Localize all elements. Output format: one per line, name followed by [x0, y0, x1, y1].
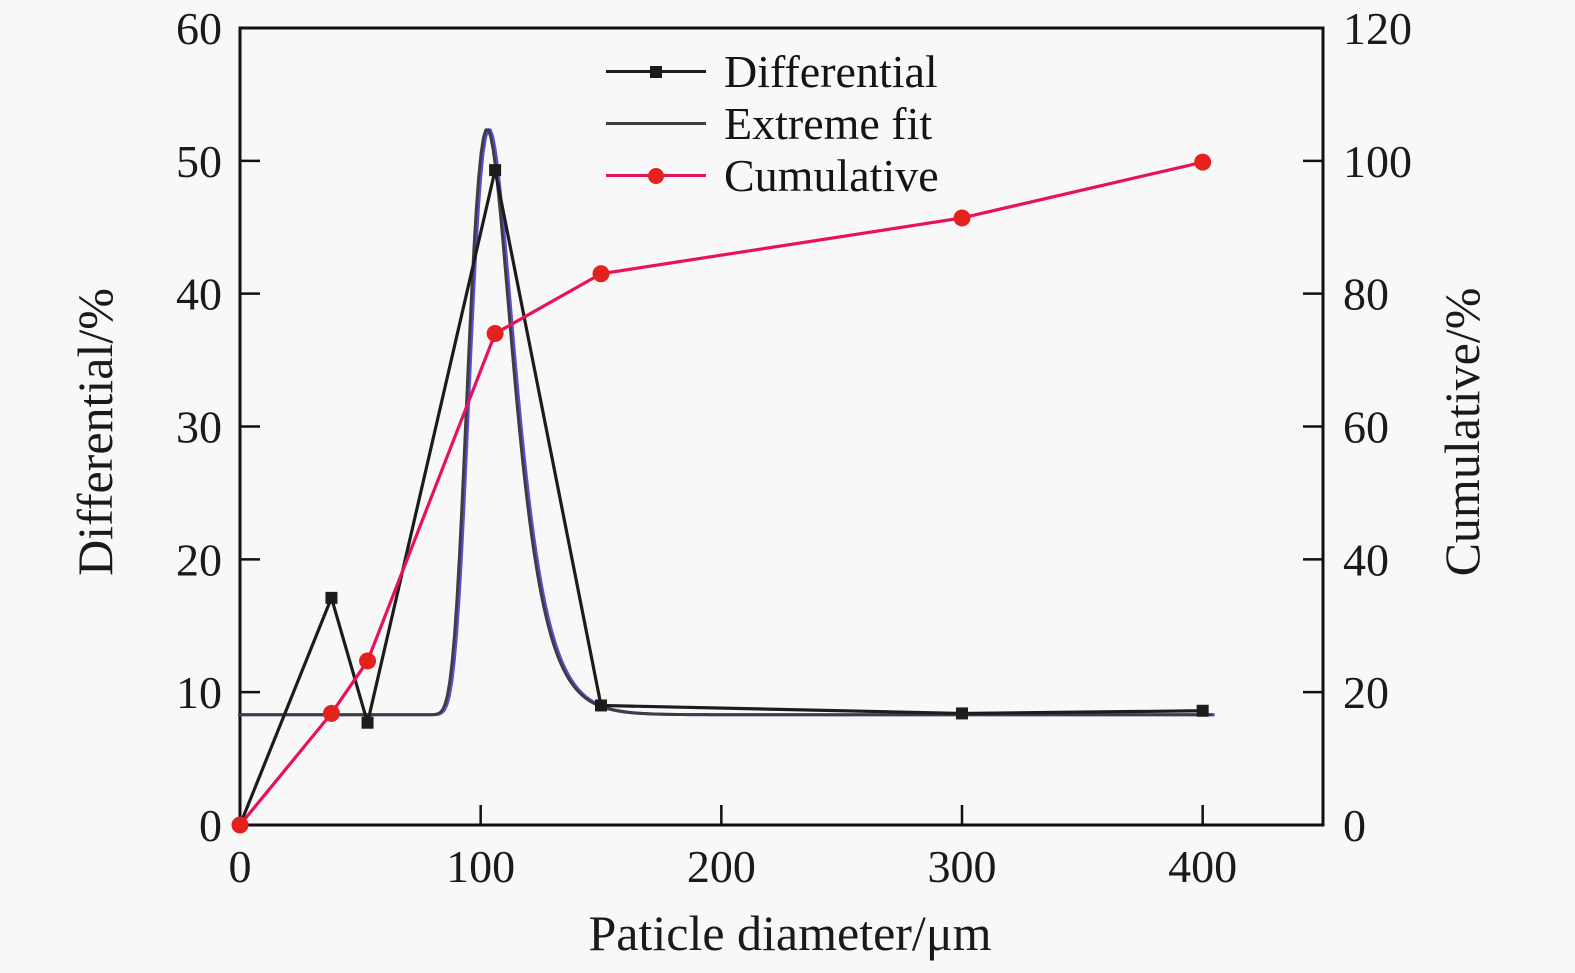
series-cumulative	[231, 153, 1212, 834]
cumulative-point-marker	[359, 652, 377, 670]
x-tick-label: 200	[687, 841, 756, 892]
cumulative-point-marker	[322, 704, 340, 722]
x-tick-label: 300	[928, 841, 997, 892]
x-axis-title: Paticle diameter/μm	[588, 905, 992, 961]
square-marker-icon	[650, 66, 662, 78]
differential-line-sample	[604, 46, 708, 98]
y-left-tick-label: 60	[176, 3, 222, 54]
y-right-tick-label: 40	[1343, 534, 1389, 585]
y-right-tick-label: 120	[1343, 3, 1412, 54]
extreme-fit-accent-curve	[240, 128, 1215, 717]
legend-item-differential: Differential	[604, 46, 939, 98]
cumulative-point-marker	[231, 816, 249, 834]
y-left-tick-label: 20	[176, 534, 222, 585]
differential-point-marker	[489, 164, 502, 177]
cumulative-point-marker	[486, 325, 504, 343]
legend: Differential Extreme fit Cumulative	[604, 46, 939, 202]
series-differential	[234, 164, 1209, 831]
differential-line	[238, 168, 1203, 826]
legend-label: Differential	[724, 46, 938, 97]
y-left-tick-label: 30	[176, 402, 222, 453]
y-left-tick-label: 0	[199, 800, 222, 851]
differential-point-marker	[1196, 704, 1209, 717]
legend-item-extreme-fit: Extreme fit	[604, 98, 939, 150]
y-right-tick-label: 80	[1343, 269, 1389, 320]
cumulative-point-marker	[592, 265, 610, 283]
extreme-fit-line-sample	[604, 98, 708, 150]
legend-label: Cumulative	[724, 150, 939, 201]
x-tick-label: 0	[229, 841, 252, 892]
y-left-tick-label: 50	[176, 136, 222, 187]
differential-point-marker	[361, 716, 374, 729]
differential-point-marker	[956, 707, 968, 720]
cumulative-point-marker	[1194, 153, 1212, 171]
y-right-tick-label: 100	[1343, 136, 1412, 187]
legend-item-cumulative: Cumulative	[604, 150, 939, 202]
y-axis-title-right: Cumulative/%	[1434, 287, 1490, 577]
x-tick-label: 100	[446, 841, 515, 892]
axes: 0 100 200 300 400 0 10 20 30 40 50 60 0 20 40 60 80 100 12…	[176, 3, 1412, 892]
series-extreme-fit	[238, 128, 1215, 717]
y-axis-title-left: Differential/%	[67, 288, 123, 576]
y-left-tick-label: 40	[176, 269, 222, 320]
cumulative-point-marker	[953, 209, 971, 227]
y-right-tick-label: 0	[1343, 800, 1366, 851]
x-tick-label: 400	[1168, 841, 1237, 892]
y-right-tick-label: 20	[1343, 667, 1389, 718]
differential-point-marker	[595, 699, 607, 712]
differential-point-marker	[325, 591, 338, 604]
circle-marker-icon	[648, 168, 664, 184]
cumulative-line	[238, 160, 1204, 827]
y-left-tick-label: 10	[176, 667, 222, 718]
legend-label: Extreme fit	[724, 98, 933, 149]
extreme-fit-curve	[238, 128, 1213, 717]
cumulative-line-sample	[604, 150, 708, 202]
y-right-tick-label: 60	[1343, 402, 1389, 453]
